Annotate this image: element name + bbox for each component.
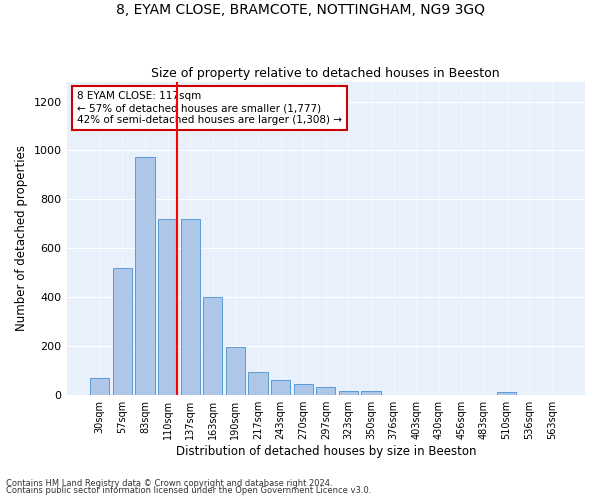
Bar [339,391,358,394]
Text: 8, EYAM CLOSE, BRAMCOTE, NOTTINGHAM, NG9 3GQ: 8, EYAM CLOSE, BRAMCOTE, NOTTINGHAM, NG9… [115,2,485,16]
Bar [203,297,223,394]
Bar [497,392,516,394]
X-axis label: Distribution of detached houses by size in Beeston: Distribution of detached houses by size … [176,444,476,458]
Y-axis label: Number of detached properties: Number of detached properties [15,146,28,332]
Bar [113,268,132,394]
Bar [361,390,380,394]
Title: Size of property relative to detached houses in Beeston: Size of property relative to detached ho… [151,66,500,80]
Bar [90,378,109,394]
Bar [136,156,155,394]
Bar [293,384,313,394]
Bar [316,388,335,394]
Bar [181,219,200,394]
Text: Contains public sector information licensed under the Open Government Licence v3: Contains public sector information licen… [6,486,371,495]
Text: Contains HM Land Registry data © Crown copyright and database right 2024.: Contains HM Land Registry data © Crown c… [6,478,332,488]
Text: 8 EYAM CLOSE: 117sqm
← 57% of detached houses are smaller (1,777)
42% of semi-de: 8 EYAM CLOSE: 117sqm ← 57% of detached h… [77,92,342,124]
Bar [271,380,290,394]
Bar [248,372,268,394]
Bar [158,219,177,394]
Bar [226,347,245,395]
